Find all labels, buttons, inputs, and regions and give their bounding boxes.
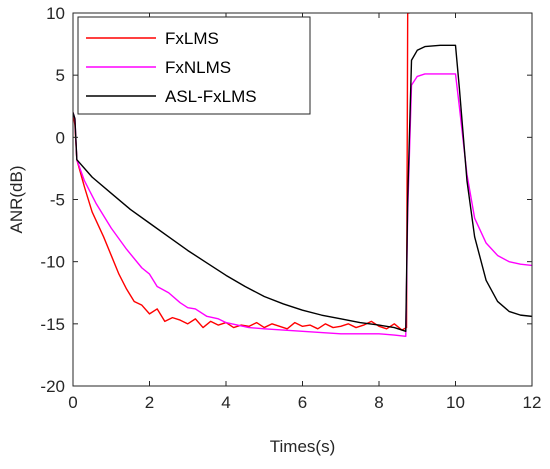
- legend-label: ASL-FxLMS: [165, 87, 257, 106]
- y-tick-label: 10: [46, 4, 65, 23]
- x-tick-label: 0: [68, 393, 77, 412]
- y-tick-label: -15: [40, 315, 65, 334]
- x-tick-label: 2: [145, 393, 154, 412]
- legend-box: [77, 16, 311, 115]
- y-axis-label: ANR(dB): [7, 165, 26, 233]
- x-tick-label: 12: [523, 393, 542, 412]
- y-tick-label: 0: [56, 128, 65, 147]
- y-tick-label: -20: [40, 377, 65, 396]
- x-tick-label: 10: [446, 393, 465, 412]
- series-layer: [73, 13, 532, 337]
- series-line-fxnlms: [73, 73, 532, 337]
- series-line-fxlms: [73, 13, 410, 331]
- legend-label: FxLMS: [165, 29, 219, 48]
- y-tick-label: -10: [40, 253, 65, 272]
- legend-label: FxNLMS: [165, 58, 231, 77]
- y-tick-label: 5: [56, 66, 65, 85]
- ticks-layer: 0 2 4 6 8 10 12 -20 -15 -10 -5 0 5 10: [40, 4, 541, 412]
- x-tick-label: 8: [374, 393, 383, 412]
- x-axis-label: Times(s): [270, 437, 335, 456]
- y-tick-label: -5: [50, 191, 65, 210]
- x-tick-label: 4: [221, 393, 230, 412]
- x-tick-label: 6: [298, 393, 307, 412]
- series-line-asl-fxlms: [73, 44, 532, 332]
- legend: FxLMS FxNLMS ASL-FxLMS: [77, 16, 311, 115]
